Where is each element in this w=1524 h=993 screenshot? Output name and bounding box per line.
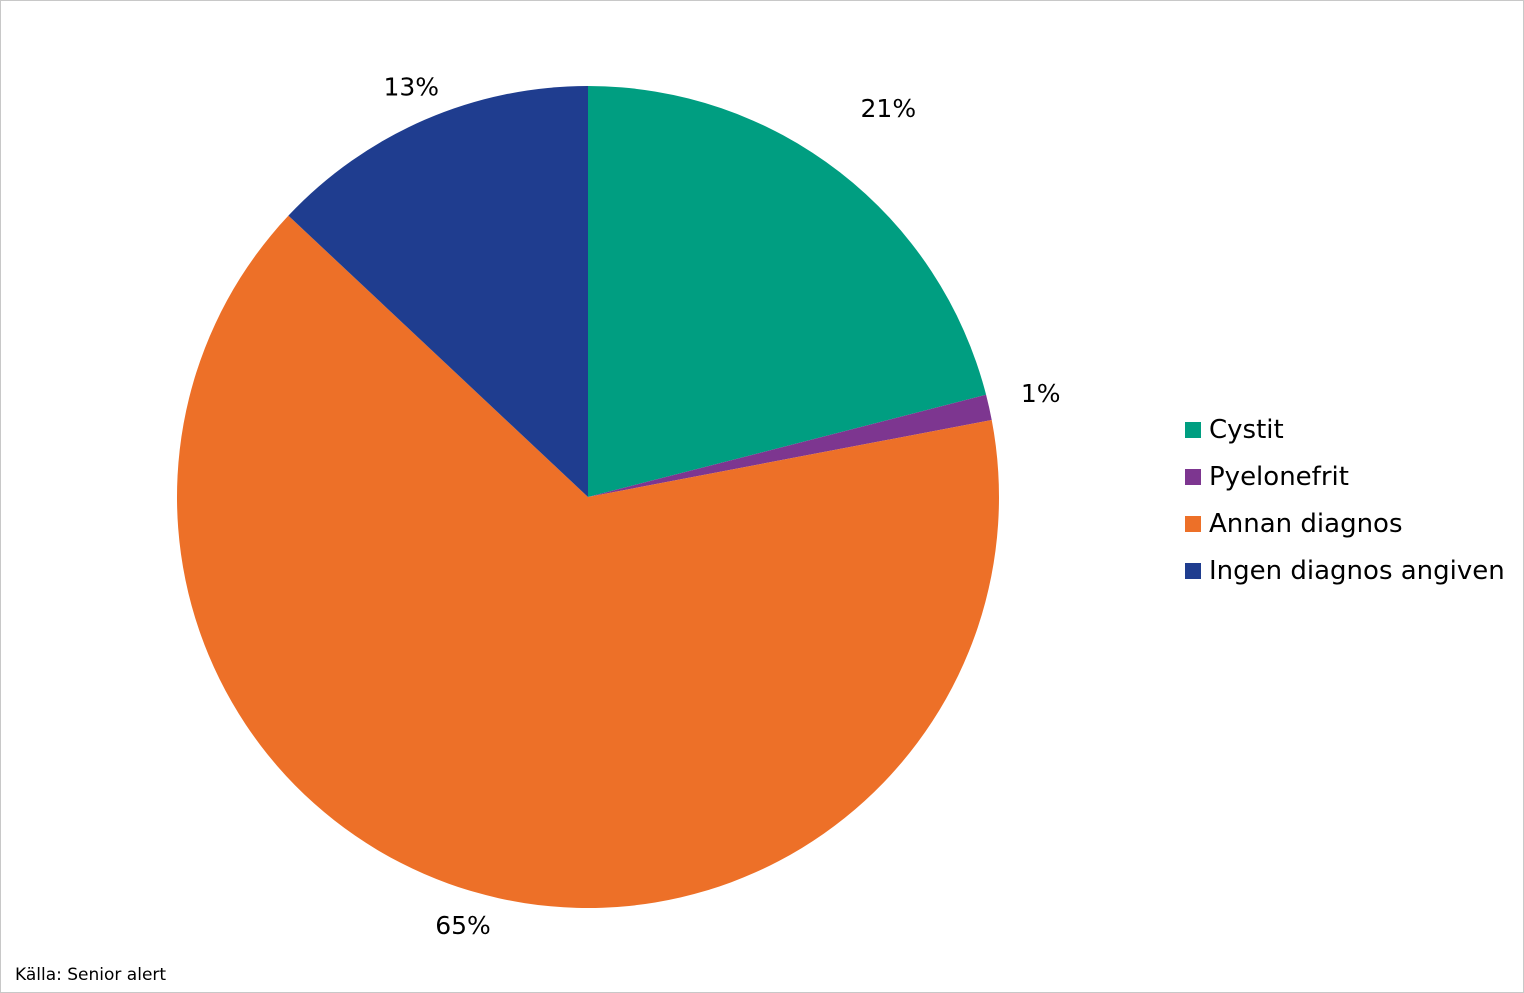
- legend-label: Ingen diagnos angiven: [1209, 555, 1505, 586]
- data-label: 1%: [1021, 379, 1061, 408]
- legend-swatch: [1185, 562, 1201, 579]
- legend: Cystit Pyelonefrit Annan diagnos Ingen d…: [1185, 406, 1505, 594]
- legend-swatch: [1185, 421, 1201, 438]
- pie-slice-pyelonefrit: [588, 394, 992, 497]
- legend-label: Cystit: [1209, 414, 1284, 445]
- data-label: 65%: [435, 911, 491, 940]
- source-note: Källa: Senior alert: [15, 965, 167, 985]
- legend-swatch: [1185, 468, 1201, 485]
- data-label: 13%: [383, 73, 439, 102]
- legend-item-ingen-diagnos-angiven: Ingen diagnos angiven: [1185, 547, 1505, 594]
- pie-slice-annan-diagnos: [176, 215, 999, 909]
- legend-label: Annan diagnos: [1209, 508, 1403, 539]
- data-label: 21%: [861, 94, 917, 123]
- pie-slice-ingen-diagnos-angiven: [288, 86, 588, 497]
- legend-label: Pyelonefrit: [1209, 461, 1349, 492]
- legend-item-annan-diagnos: Annan diagnos: [1185, 500, 1505, 547]
- legend-item-pyelonefrit: Pyelonefrit: [1185, 453, 1505, 500]
- pie-slice-cystit: [588, 86, 987, 497]
- legend-swatch: [1185, 515, 1201, 532]
- legend-item-cystit: Cystit: [1185, 406, 1505, 453]
